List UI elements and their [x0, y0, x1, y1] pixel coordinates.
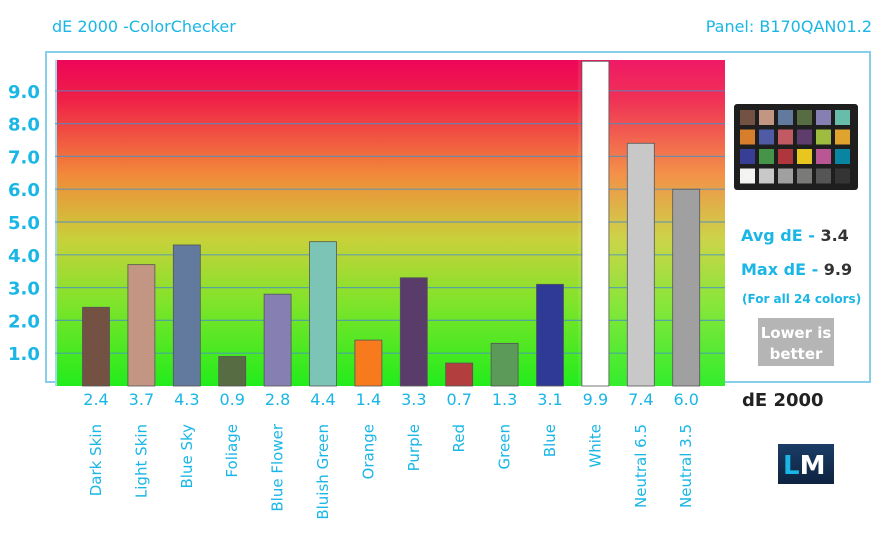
y-tick-label: 8.0	[8, 115, 40, 136]
metric-label: dE 2000	[742, 390, 824, 411]
bar	[309, 241, 337, 387]
bar	[445, 362, 474, 387]
value-label: 0.7	[446, 390, 471, 409]
value-label: 7.4	[628, 390, 653, 409]
colorchecker-image	[734, 104, 858, 190]
colorchecker-swatch	[740, 168, 755, 184]
value-label: 3.3	[401, 390, 426, 409]
value-label: 9.9	[583, 390, 608, 409]
bar	[82, 306, 110, 387]
colorchecker-swatches	[740, 110, 850, 184]
category-label: White	[586, 424, 604, 468]
plot-left-border	[55, 60, 57, 386]
colorchecker-swatch	[740, 129, 755, 145]
lm-logo: LM	[778, 444, 834, 484]
category-label: Light Skin	[132, 424, 150, 498]
avg-de: Avg dE - 3.4	[741, 226, 849, 245]
category-label: Blue Flower	[269, 423, 287, 511]
y-tick-label: 2.0	[8, 311, 40, 332]
colorchecker-swatch	[835, 110, 850, 125]
value-label: 4.3	[174, 390, 199, 409]
category-label: Red	[450, 424, 468, 453]
lower-is-better-line1: Lower is	[761, 324, 832, 342]
all-colors-note: (For all 24 colors)	[742, 292, 861, 306]
colorchecker-swatch	[759, 110, 774, 125]
bar	[218, 356, 247, 387]
y-tick-label: 9.0	[8, 82, 40, 103]
category-label: Foliage	[223, 424, 241, 478]
value-label: 6.0	[673, 390, 698, 409]
colorchecker-swatch	[778, 168, 793, 184]
value-label: 3.7	[129, 390, 154, 409]
category-label: Orange	[359, 424, 377, 479]
colorchecker-swatch	[816, 149, 831, 164]
y-axis-ticks: 1.0 2.0 3.0 4.0 5.0 6.0 7.0 8.0 9.0	[8, 82, 40, 365]
bar	[354, 339, 383, 387]
y-tick-label: 1.0	[8, 344, 40, 365]
y-tick-label: 6.0	[8, 180, 40, 201]
colorchecker-swatch	[816, 168, 831, 184]
y-tick-label: 4.0	[8, 246, 40, 267]
colorchecker-swatch	[759, 129, 774, 145]
colorchecker-swatch	[835, 149, 850, 164]
y-tick-label: 3.0	[8, 279, 40, 300]
category-label: Bluish Green	[314, 424, 332, 520]
value-label: 3.1	[537, 390, 562, 409]
colorchecker-swatch	[778, 149, 793, 164]
logo-background	[778, 444, 834, 484]
svg-text:LM: LM	[783, 451, 825, 481]
lower-is-better-line2: better	[770, 345, 823, 363]
bars	[82, 60, 701, 387]
value-label: 2.4	[83, 390, 108, 409]
y-tick-label: 7.0	[8, 147, 40, 168]
colorchecker-swatch	[778, 129, 793, 145]
category-label: Green	[496, 424, 514, 469]
value-label: 4.4	[310, 390, 335, 409]
bar	[536, 283, 564, 387]
category-label: Neutral 6.5	[632, 424, 650, 508]
panel-label: Panel: B170QAN01.2	[706, 17, 872, 36]
colorchecker-swatch	[797, 129, 812, 145]
colorchecker-swatch	[797, 168, 812, 184]
colorchecker-swatch	[759, 168, 774, 184]
colorchecker-swatch	[797, 110, 812, 125]
bar	[626, 142, 655, 387]
category-label: Blue	[541, 424, 559, 457]
value-label: 2.8	[265, 390, 290, 409]
category-label: Purple	[405, 424, 423, 471]
bar	[263, 293, 292, 387]
colorchecker-swatch	[740, 149, 755, 164]
colorchecker-swatch	[816, 110, 831, 125]
bar	[399, 277, 428, 387]
category-labels: Dark Skin Light Skin Blue Sky Foliage Blue F…	[87, 423, 695, 519]
category-label: Blue Sky	[178, 424, 196, 489]
colorchecker-swatch	[816, 129, 831, 145]
bar	[672, 188, 701, 387]
y-tick-label: 5.0	[8, 213, 40, 234]
max-de: Max dE - 9.9	[741, 260, 852, 279]
bar	[490, 342, 519, 387]
lower-is-better-badge	[758, 318, 834, 366]
value-labels: 2.4 3.7 4.3 0.9 2.8 4.4 1.4 3.3 0.7 1.3 3.1 9.9 7.4 6…	[83, 390, 699, 409]
category-label: Dark Skin	[87, 424, 105, 496]
chart-title: dE 2000 -ColorChecker	[52, 17, 236, 36]
value-label: 0.9	[219, 390, 244, 409]
bar	[127, 264, 156, 387]
value-label: 1.4	[356, 390, 381, 409]
category-label: Neutral 3.5	[677, 424, 695, 508]
bar	[581, 60, 610, 387]
colorchecker-swatch	[835, 129, 850, 145]
gridlines	[55, 90, 725, 354]
value-label: 1.3	[492, 390, 517, 409]
bar	[172, 244, 201, 387]
colorchecker-swatch	[797, 149, 812, 164]
colorchecker-swatch	[740, 110, 755, 125]
colorchecker-swatch	[759, 149, 774, 164]
plot-background	[55, 60, 725, 386]
colorchecker-swatch	[778, 110, 793, 125]
colorchecker-swatch	[835, 168, 850, 184]
